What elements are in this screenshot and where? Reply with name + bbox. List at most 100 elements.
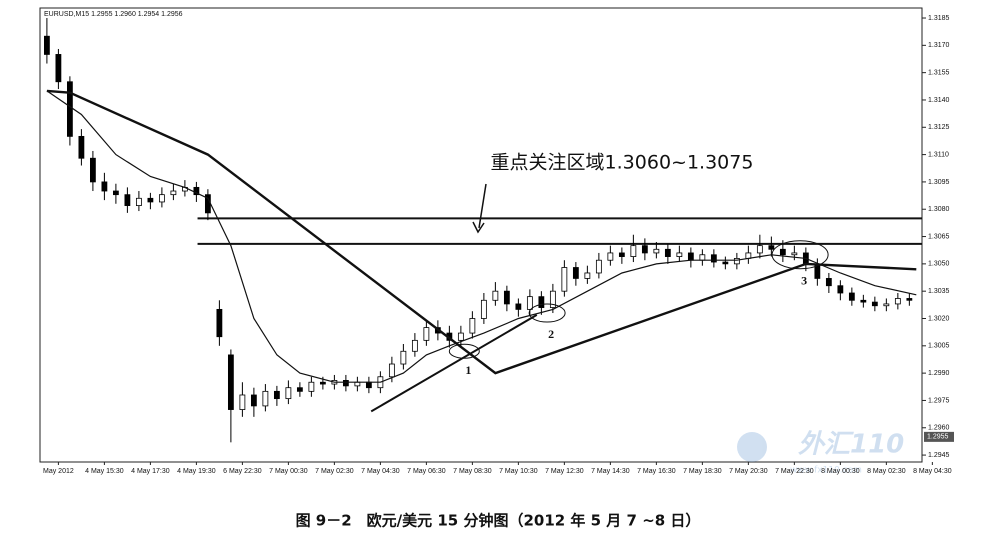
candle-body xyxy=(710,254,717,263)
caption: 图 9－2 欧元/美元 15 分钟图（2012 年 5 月 7 ~8 日） xyxy=(296,512,701,530)
candle-body xyxy=(595,259,602,274)
candle-body xyxy=(515,303,522,310)
candle-body xyxy=(664,248,671,257)
candle-body xyxy=(883,303,890,307)
y-tick-label: 1.3185 xyxy=(928,15,950,22)
candle-body xyxy=(825,278,832,287)
candle xyxy=(733,252,740,270)
x-tick-label: 7 May 22:30 xyxy=(775,468,814,475)
candle xyxy=(825,272,832,294)
candle xyxy=(538,291,545,315)
y-tick-label: 1.3005 xyxy=(928,343,950,350)
y-tick-label: 1.3035 xyxy=(928,288,950,295)
candle xyxy=(848,287,855,306)
watermark: 外汇110 www.fx110.com xyxy=(737,430,904,476)
candle xyxy=(147,192,154,210)
candle-body xyxy=(342,380,349,387)
y-tick-label: 1.3170 xyxy=(928,42,950,49)
candle-body xyxy=(894,298,901,305)
candle-body xyxy=(526,296,533,310)
candle-body xyxy=(584,272,591,279)
candle-body xyxy=(722,261,729,265)
x-tick-label: 6 May 22:30 xyxy=(223,468,262,475)
candle-body xyxy=(170,190,177,196)
candle xyxy=(653,242,660,259)
x-tick-label: 7 May 14:30 xyxy=(591,468,630,475)
candle-body xyxy=(538,296,545,308)
x-tick-label: May 2012 xyxy=(43,468,74,475)
candle xyxy=(664,243,671,264)
candle-body xyxy=(480,299,487,319)
trend-line xyxy=(370,314,538,413)
candle xyxy=(216,300,223,346)
candle-body xyxy=(262,390,269,407)
candle xyxy=(469,311,476,339)
candle-body xyxy=(388,363,395,378)
candle xyxy=(837,280,844,301)
candle-body xyxy=(687,252,694,261)
x-tick-label: 7 May 06:30 xyxy=(407,468,446,475)
candle-body xyxy=(55,54,62,83)
candle xyxy=(768,236,775,257)
candle xyxy=(78,129,85,166)
candle-body xyxy=(848,292,855,301)
candle xyxy=(227,349,234,443)
candle-body xyxy=(607,252,614,261)
candle-body xyxy=(66,81,73,137)
candle-body xyxy=(112,190,119,196)
candle-body xyxy=(469,318,476,334)
candle xyxy=(607,245,614,266)
watermark-icon xyxy=(737,432,767,462)
candle xyxy=(400,343,407,370)
last-price-box xyxy=(924,431,954,442)
candle-body xyxy=(285,387,292,400)
candle-body xyxy=(641,245,648,254)
candle xyxy=(124,187,131,213)
candle xyxy=(423,320,430,346)
candle-body xyxy=(239,394,246,410)
candle xyxy=(676,245,683,263)
candle xyxy=(101,172,108,201)
annotation-ellipse xyxy=(448,343,480,359)
zone-label: 重点关注区域1.3060~1.3075 xyxy=(491,152,754,174)
candle xyxy=(296,382,303,397)
candle xyxy=(710,249,717,268)
candle-body xyxy=(216,308,223,338)
annotation-label: 1 xyxy=(465,363,471,377)
x-tick-label: 7 May 12:30 xyxy=(545,468,584,475)
candle-body xyxy=(860,299,867,303)
candle-body xyxy=(78,135,85,159)
candle-body xyxy=(779,248,786,256)
watermark-url: www.fx110.com xyxy=(790,466,862,476)
candle-body xyxy=(273,390,280,400)
x-tick-label: 7 May 04:30 xyxy=(361,468,400,475)
x-tick-label: 7 May 08:30 xyxy=(453,468,492,475)
candle xyxy=(262,384,269,412)
candle-body xyxy=(365,381,372,389)
candle-body xyxy=(423,327,430,341)
x-tick-label: 7 May 18:30 xyxy=(683,468,722,475)
zone-arrow xyxy=(478,183,487,229)
y-tick-label: 1.2945 xyxy=(928,452,950,459)
candle-body xyxy=(572,267,579,279)
candle-body xyxy=(906,298,913,301)
candle xyxy=(722,256,729,270)
candle xyxy=(906,293,913,306)
candle xyxy=(342,374,349,392)
x-tick-label: 7 May 00:30 xyxy=(269,468,308,475)
x-tick-label: 7 May 20:30 xyxy=(729,468,768,475)
x-tick-label: 4 May 15:30 xyxy=(85,468,124,475)
annotation-label: 2 xyxy=(548,327,554,341)
candle xyxy=(595,252,602,279)
annotation-ellipse xyxy=(528,303,566,323)
candle xyxy=(308,376,315,397)
candle xyxy=(860,294,867,308)
y-tick-label: 1.3065 xyxy=(928,233,950,240)
y-tick-label: 1.3095 xyxy=(928,179,950,186)
candle-body xyxy=(124,194,131,206)
candle-body xyxy=(756,245,763,254)
y-tick-label: 1.3125 xyxy=(928,124,950,131)
zone-arrow-head xyxy=(472,221,485,234)
candle xyxy=(492,282,499,306)
